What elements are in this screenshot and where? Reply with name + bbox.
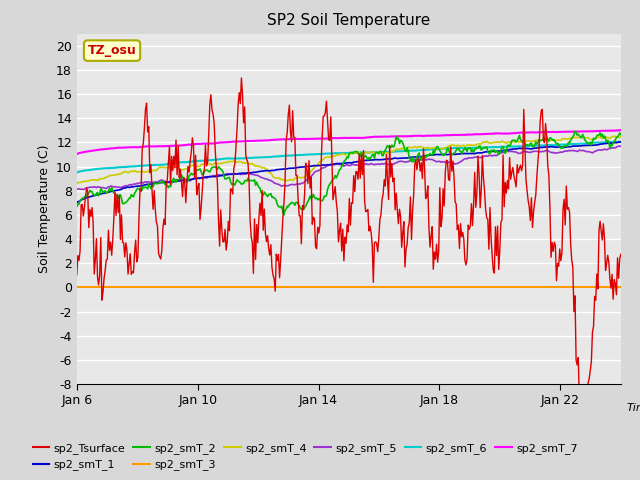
sp2_smT_6 — [332, 150, 339, 156]
Text: Time: Time — [626, 403, 640, 413]
sp2_Tsurface — [336, 228, 344, 234]
sp2_smT_5 — [369, 161, 376, 167]
sp2_smT_2 — [332, 175, 340, 181]
sp2_smT_4 — [73, 181, 81, 187]
sp2_smT_3 — [397, 285, 404, 290]
sp2_smT_4 — [604, 135, 612, 141]
sp2_smT_2 — [336, 167, 344, 172]
sp2_Tsurface — [73, 272, 81, 278]
sp2_smT_6 — [73, 169, 81, 175]
sp2_smT_3 — [335, 285, 342, 290]
sp2_smT_4 — [332, 153, 339, 159]
sp2_smT_2 — [617, 132, 625, 137]
Line: sp2_smT_6: sp2_smT_6 — [77, 142, 621, 172]
sp2_smT_5 — [79, 187, 87, 192]
sp2_smT_2 — [520, 139, 527, 144]
sp2_Tsurface — [398, 244, 406, 250]
sp2_smT_2 — [369, 152, 376, 158]
sp2_smT_5 — [336, 162, 344, 168]
sp2_Tsurface — [332, 199, 340, 204]
sp2_smT_6 — [616, 139, 623, 144]
sp2_smT_7 — [519, 130, 527, 135]
sp2_smT_6 — [519, 144, 527, 149]
sp2_smT_1 — [397, 155, 404, 161]
sp2_Tsurface — [369, 242, 376, 248]
sp2_smT_2 — [398, 138, 406, 144]
sp2_smT_1 — [367, 157, 375, 163]
sp2_smT_6 — [617, 139, 625, 144]
sp2_smT_7 — [73, 151, 81, 157]
sp2_smT_4 — [611, 133, 618, 139]
sp2_smT_1 — [332, 161, 339, 167]
Line: sp2_smT_4: sp2_smT_4 — [77, 136, 621, 184]
sp2_smT_5 — [616, 143, 623, 149]
sp2_smT_4 — [367, 149, 375, 155]
sp2_smT_6 — [335, 150, 342, 156]
Line: sp2_smT_1: sp2_smT_1 — [77, 142, 621, 203]
sp2_smT_7 — [604, 128, 612, 133]
sp2_smT_1 — [617, 139, 625, 145]
sp2_smT_4 — [519, 139, 527, 144]
sp2_smT_1 — [604, 140, 612, 146]
Line: sp2_Tsurface: sp2_Tsurface — [77, 78, 621, 417]
Line: sp2_smT_5: sp2_smT_5 — [77, 146, 621, 190]
Text: TZ_osu: TZ_osu — [88, 44, 136, 57]
sp2_smT_1 — [73, 200, 81, 206]
sp2_smT_6 — [397, 148, 404, 154]
sp2_smT_7 — [617, 127, 625, 133]
sp2_Tsurface — [237, 75, 245, 81]
sp2_smT_5 — [520, 148, 527, 154]
sp2_smT_2 — [73, 204, 81, 209]
sp2_smT_4 — [617, 134, 625, 140]
sp2_smT_2 — [571, 129, 579, 134]
sp2_smT_2 — [606, 145, 614, 151]
sp2_smT_4 — [335, 152, 342, 158]
sp2_smT_4 — [397, 146, 404, 152]
sp2_smT_7 — [367, 134, 375, 140]
sp2_Tsurface — [520, 107, 527, 112]
sp2_Tsurface — [579, 414, 586, 420]
sp2_smT_5 — [73, 186, 81, 192]
Line: sp2_smT_7: sp2_smT_7 — [77, 130, 621, 154]
Y-axis label: Soil Temperature (C): Soil Temperature (C) — [38, 144, 51, 273]
sp2_smT_3 — [617, 285, 625, 290]
sp2_smT_3 — [604, 285, 612, 290]
Title: SP2 Soil Temperature: SP2 Soil Temperature — [267, 13, 431, 28]
sp2_smT_3 — [73, 285, 81, 290]
sp2_smT_2 — [280, 212, 288, 218]
sp2_smT_7 — [397, 133, 404, 139]
sp2_smT_7 — [332, 135, 339, 141]
sp2_smT_3 — [367, 285, 375, 290]
sp2_smT_6 — [367, 149, 375, 155]
sp2_smT_5 — [332, 161, 340, 167]
Legend: sp2_Tsurface, sp2_smT_1, sp2_smT_2, sp2_smT_3, sp2_smT_4, sp2_smT_5, sp2_smT_6, : sp2_Tsurface, sp2_smT_1, sp2_smT_2, sp2_… — [28, 439, 582, 475]
sp2_smT_3 — [332, 285, 339, 290]
sp2_smT_6 — [604, 139, 612, 145]
sp2_Tsurface — [606, 276, 614, 282]
sp2_smT_5 — [605, 145, 612, 151]
sp2_smT_1 — [519, 145, 527, 151]
sp2_Tsurface — [617, 252, 625, 257]
sp2_smT_1 — [335, 161, 342, 167]
sp2_smT_5 — [398, 158, 406, 164]
Line: sp2_smT_2: sp2_smT_2 — [77, 132, 621, 215]
sp2_smT_5 — [617, 144, 625, 149]
sp2_smT_7 — [335, 135, 342, 141]
sp2_smT_3 — [519, 285, 527, 290]
